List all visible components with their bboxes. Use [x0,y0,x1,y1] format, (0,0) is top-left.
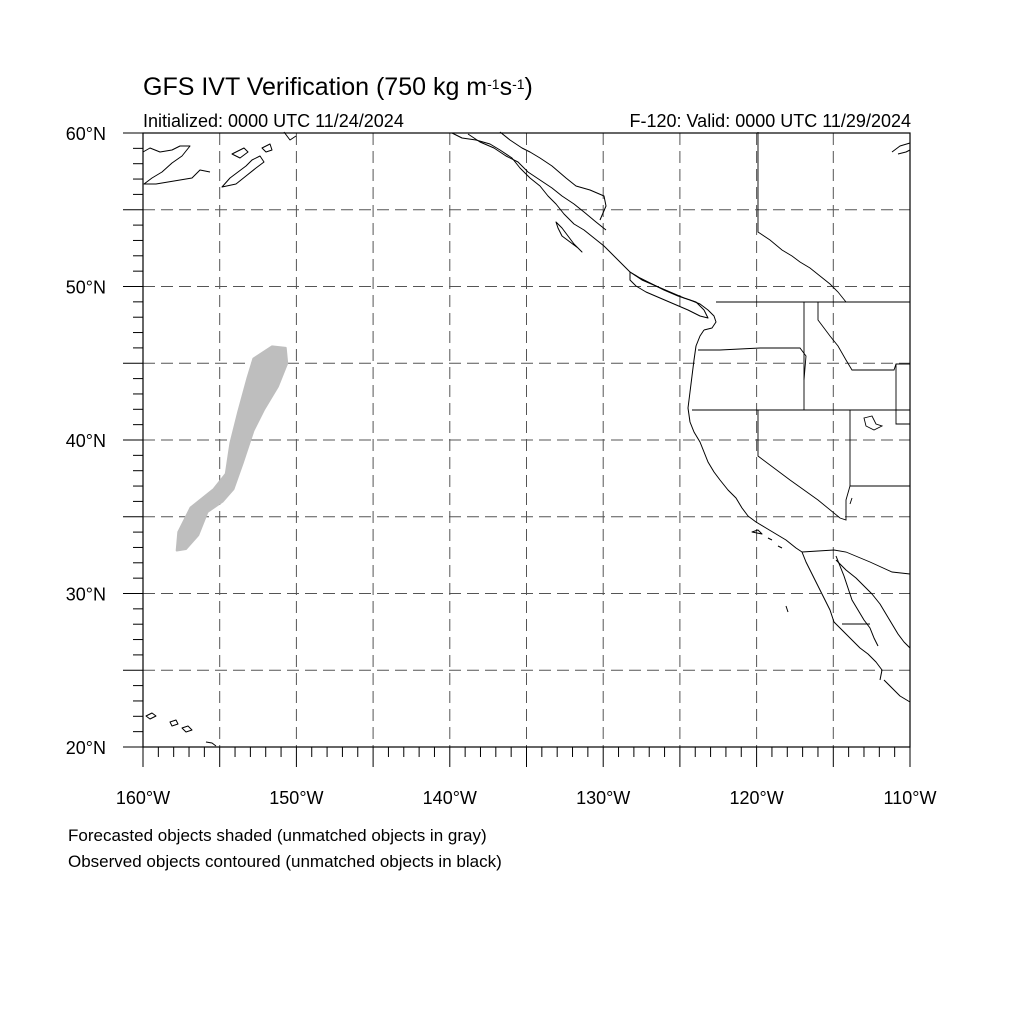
california-nevada-border [757,410,910,521]
title-exponent-2: -1 [512,76,525,92]
channel-islands [751,529,783,549]
initialized-label: Initialized: 0000 UTC 11/24/2024 [143,111,404,131]
gridlines [143,133,910,747]
forecast-object-unmatched [175,345,289,552]
baja-west-coast [801,551,883,681]
hudson-bay-coast [891,142,911,155]
coastlines [142,131,911,747]
latitude-label: 60°N [66,124,106,144]
title-mid: s [499,73,513,101]
title-end: ) [524,73,533,101]
title-exponent-1: -1 [487,76,500,92]
latitude-labels: 60°N 50°N 40°N 30°N 20°N [66,124,106,758]
great-salt-lake [863,415,884,431]
longitude-labels: 160°W 150°W 140°W 130°W 120°W 110°W [116,788,937,808]
longitude-label: 160°W [116,788,170,808]
haida-gwaii [555,221,583,253]
alaska-peninsula-islands [221,143,273,188]
longitude-label: 120°W [729,788,783,808]
hawaii-islands [145,712,217,747]
latitude-label: 50°N [66,278,106,298]
title-main: GFS IVT Verification (750 kg m [143,73,488,101]
guadalupe-island [785,605,789,613]
alaska-coast [142,145,211,185]
latitude-label: 40°N [66,431,106,451]
mexico-pacific-coast [883,679,911,703]
panhandle-coast [451,132,717,331]
alaska-canada-border [499,131,607,221]
salton-sea [849,497,853,505]
longitude-label: 150°W [269,788,323,808]
longitude-label: 130°W [576,788,630,808]
bc-alberta-border [757,132,847,303]
vancouver-island [629,271,709,319]
longitude-label: 110°W [884,788,937,808]
idaho-border [803,302,910,410]
panhandle-inner [467,133,607,231]
utah-wyoming-border [895,364,910,425]
baja-east-coast [835,555,879,647]
longitude-label: 140°W [423,788,477,808]
valid-label: F-120: Valid: 0000 UTC 11/29/2024 [629,111,911,131]
mexico-mainland-coast [835,559,911,649]
us-mexico-border [801,549,911,575]
latitude-label: 30°N [66,585,106,605]
axis-ticks [123,132,911,767]
us-west-coast [687,329,803,553]
political-boundaries [692,132,911,625]
washington-oregon-border [698,347,807,381]
legend-observed-note: Observed objects contoured (unmatched ob… [68,852,502,871]
latitude-label: 20°N [66,738,106,758]
chart-title: GFS IVT Verification (750 kg m-1s-1) [143,72,533,102]
alaska-gulf-coast [283,131,297,141]
legend-forecast-note: Forecasted objects shaded (unmatched obj… [68,826,487,845]
